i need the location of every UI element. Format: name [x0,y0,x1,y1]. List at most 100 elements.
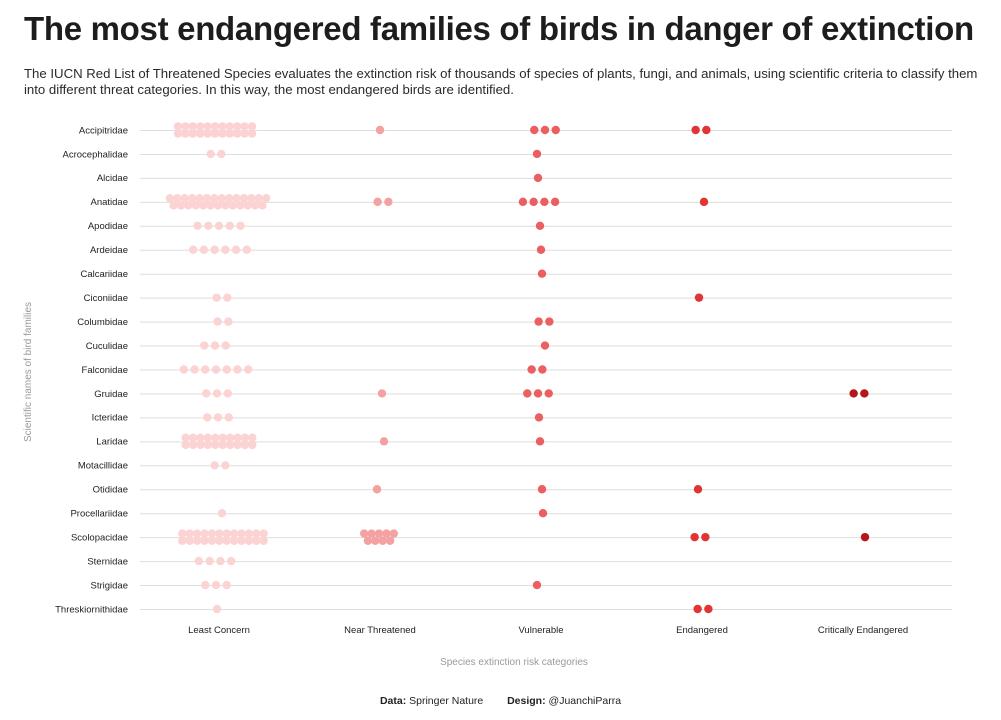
species-dot [534,317,543,326]
species-dot [185,536,194,545]
species-dot [210,461,219,470]
species-dot [537,269,547,278]
species-dot [523,389,532,398]
species-dot [237,529,246,538]
species-dot [225,221,234,230]
species-dot [225,129,234,138]
species-dot [217,509,227,518]
species-dot [389,529,398,538]
species-dot [200,341,209,350]
species-dot [259,529,268,538]
species-dot [240,440,250,450]
species-dot [188,122,197,131]
species-dot [195,194,204,203]
species-dot [258,201,267,210]
species-dot [173,194,182,203]
species-dot [212,389,222,398]
species-dot [196,129,205,138]
species-dot [218,440,227,450]
species-dot [529,197,538,207]
species-dot [382,529,391,538]
species-dot [226,556,236,566]
species-dot [233,122,242,131]
species-dot [216,556,225,566]
y-tick-label: Acrocephalidae [63,149,129,160]
species-dot [533,389,543,398]
y-tick-label: Icteridae [92,413,128,424]
species-dot [178,536,187,545]
species-dot [252,529,261,538]
species-dot [384,197,393,207]
species-dot [236,221,245,230]
species-dot [210,129,220,138]
species-dot [221,341,230,350]
species-dot [203,413,212,422]
species-dot [203,122,212,131]
species-dot [218,122,227,131]
species-dot [233,365,242,374]
x-tick-label: Near Threatened [344,625,416,636]
species-dot [691,125,700,135]
species-dot [181,122,190,131]
species-dot [544,389,553,398]
species-dot [533,173,543,183]
species-dot [259,536,268,545]
species-dot [206,201,215,210]
species-dot [173,129,183,138]
y-tick-label: Gruidae [94,389,128,400]
species-dot [535,437,545,446]
species-dot [690,532,699,542]
y-tick-label: Calcariidae [80,269,128,280]
species-dot [244,529,254,538]
species-dot [199,201,208,210]
species-dot [240,129,249,138]
species-dot [378,536,387,545]
x-tick-labels: Least Concern Near Threatened Vulnerable En… [188,625,908,636]
species-dot [233,440,242,450]
species-dot [375,125,385,135]
y-tick-label: Laridae [96,437,128,448]
species-dot [181,433,190,442]
species-dot [232,194,241,203]
species-dot [223,389,232,398]
data-source-label: Data: [379,695,407,707]
species-dot [372,485,382,494]
species-dot [518,197,528,207]
species-dot [221,201,230,210]
species-dot [185,529,194,538]
species-dot [178,529,187,538]
species-dot [194,556,204,566]
species-dot [188,245,198,254]
species-dot [693,485,703,494]
species-dot [250,201,260,210]
y-tick-label: Alcidae [97,173,128,184]
species-dot [233,129,242,138]
species-dot [693,604,702,614]
y-tick-label: Ciconiidae [84,293,128,304]
footer-credits: Data: Springer Nature Design: @JuanchiPa… [0,695,1001,707]
species-dot [188,129,197,138]
species-dot [243,201,252,210]
species-dot [188,433,198,442]
species-dot [212,293,221,302]
beeswarm-chart: Accipitridae Acrocephalidae Alcidae Anatida… [23,122,952,668]
y-tick-label: Columbidae [77,317,128,328]
species-dot [248,440,257,450]
species-dot [242,245,252,254]
species-dot [206,149,215,159]
species-dot [530,125,539,135]
species-dot [196,122,205,131]
species-dot [207,529,217,538]
design-credit-label: Design: [507,695,546,707]
species-dot [243,365,253,374]
y-tick-label: Sternidae [87,556,128,567]
data-source-value: Springer Nature [409,695,484,707]
species-dot [532,580,542,590]
species-dot [551,125,560,135]
species-dot [210,122,220,131]
species-dot [214,221,224,230]
y-tick-label: Otididae [93,485,128,496]
species-dot [374,529,384,538]
species-dot [211,433,220,442]
species-dot [213,201,223,210]
